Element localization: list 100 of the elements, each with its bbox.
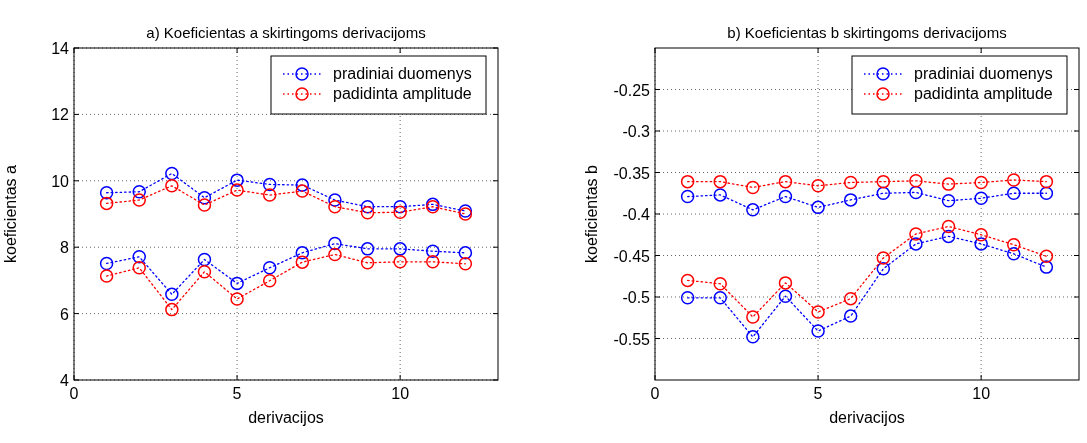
point	[909, 185, 923, 200]
point	[974, 191, 988, 205]
point	[295, 246, 310, 260]
point	[778, 289, 793, 303]
point	[909, 237, 923, 251]
y-tick-label: 14	[51, 40, 70, 57]
y-tick-label: 6	[60, 305, 70, 323]
y-tick-label: -0.3	[622, 123, 651, 140]
legend-label: padidinta amplitude	[914, 85, 1053, 102]
point	[941, 177, 956, 191]
point	[393, 199, 407, 214]
point	[713, 291, 727, 305]
point	[680, 291, 695, 305]
point	[165, 166, 179, 181]
legend-label: pradiniai duomenys	[333, 65, 472, 82]
point	[746, 310, 760, 324]
point	[811, 179, 825, 193]
point	[99, 256, 114, 271]
point	[876, 174, 891, 189]
point	[230, 276, 244, 291]
point	[197, 190, 212, 205]
y-tick-label: -0.35	[613, 164, 651, 182]
x-tick-label: 0	[650, 385, 660, 402]
point	[843, 309, 858, 323]
point	[165, 302, 179, 317]
point	[230, 173, 244, 187]
point	[360, 199, 375, 214]
point	[360, 205, 375, 220]
point	[974, 175, 988, 190]
point	[876, 186, 891, 200]
point	[165, 287, 179, 302]
point	[262, 177, 277, 192]
point	[811, 200, 825, 215]
point	[132, 193, 146, 207]
point	[778, 174, 793, 189]
point	[230, 292, 244, 306]
chart-title: b) Koeficientas b skirtingoms derivacijoms	[727, 24, 1007, 41]
y-axis-title: koeficientas a	[2, 164, 19, 263]
point	[1039, 260, 1054, 274]
point	[941, 229, 956, 244]
point	[1039, 174, 1054, 189]
point	[876, 251, 891, 265]
x-tick-label: 5	[232, 385, 242, 402]
point	[262, 273, 277, 288]
point	[941, 219, 956, 234]
point	[458, 257, 473, 271]
point	[295, 178, 310, 192]
y-tick-label: 4	[60, 372, 70, 389]
point	[99, 186, 114, 200]
point	[876, 262, 891, 276]
point	[1007, 173, 1021, 187]
point	[843, 291, 858, 306]
point	[680, 174, 695, 189]
point	[680, 273, 695, 288]
point	[746, 203, 760, 217]
point	[393, 242, 407, 256]
point	[713, 276, 727, 291]
point	[778, 276, 793, 290]
x-axis-title: derivacijos	[829, 409, 905, 426]
point	[132, 250, 146, 264]
point	[197, 252, 212, 267]
point	[1007, 237, 1021, 252]
y-tick-label: -0.55	[613, 330, 651, 348]
point	[262, 188, 277, 202]
point	[393, 205, 407, 220]
x-tick-label: 10	[972, 385, 991, 402]
point	[1039, 186, 1054, 200]
point	[197, 265, 212, 279]
point	[843, 193, 858, 207]
point	[909, 174, 923, 188]
point	[132, 261, 146, 275]
point	[262, 261, 277, 275]
point	[1007, 247, 1021, 261]
x-tick-label: 0	[69, 385, 79, 402]
y-tick-label: 8	[60, 239, 70, 257]
point	[132, 185, 146, 199]
point	[328, 247, 342, 262]
point	[746, 180, 760, 195]
point	[941, 193, 956, 208]
point	[230, 183, 244, 197]
legend-label: padidinta amplitude	[333, 85, 472, 102]
point	[426, 244, 440, 258]
point	[746, 330, 760, 344]
point	[393, 255, 407, 269]
legend-label: pradiniai duomenys	[914, 65, 1053, 82]
chart-title: a) Koeficientas a skirtingoms derivacijoms	[146, 24, 426, 41]
point	[360, 242, 375, 256]
point	[713, 188, 727, 202]
point	[328, 199, 342, 214]
point	[1007, 186, 1021, 200]
y-tick-label: -0.25	[613, 81, 651, 99]
point	[458, 246, 473, 260]
point	[811, 324, 825, 338]
point	[328, 193, 342, 207]
point	[843, 175, 858, 190]
point	[909, 227, 923, 241]
point	[974, 237, 988, 251]
point	[713, 174, 727, 189]
point	[99, 196, 114, 211]
x-axis-title: derivacijos	[248, 409, 324, 426]
